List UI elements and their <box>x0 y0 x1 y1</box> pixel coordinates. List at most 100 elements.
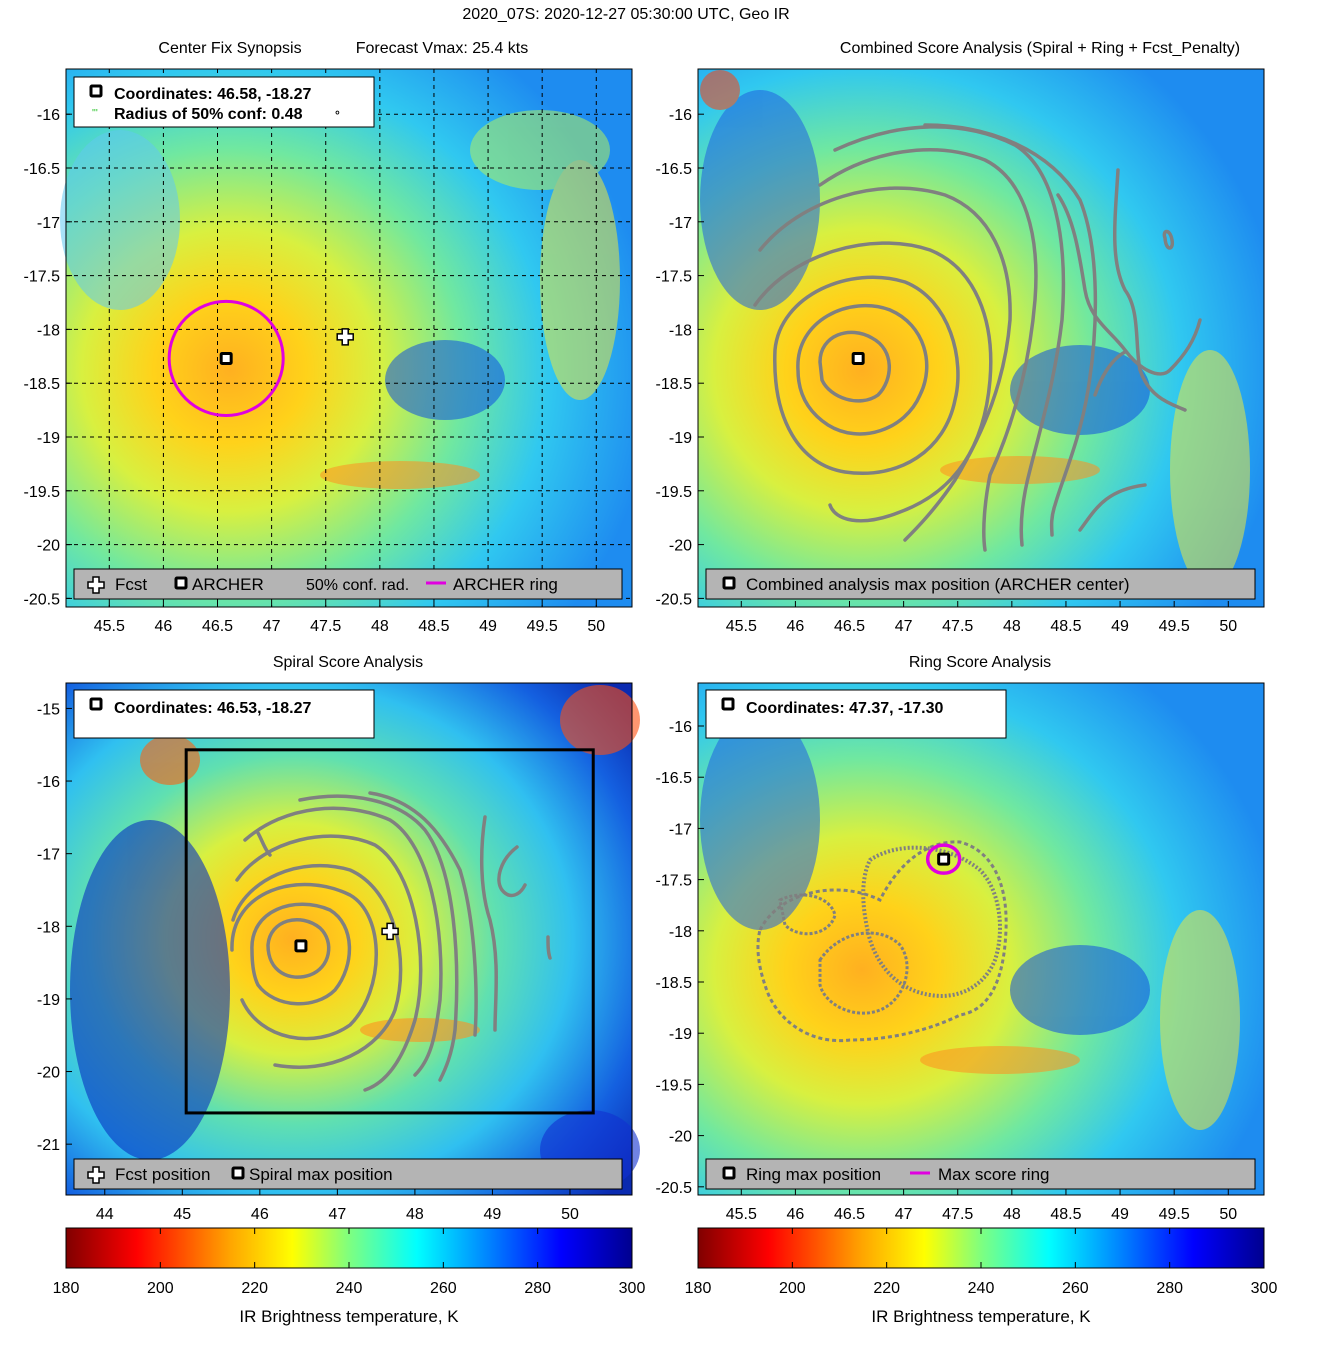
legend-archer-ring: ARCHER ring <box>453 575 558 594</box>
combined-contour <box>758 186 1012 542</box>
ring-xtick-label: 48.5 <box>1050 1206 1081 1223</box>
spiral-ytick-label: -15 <box>37 701 60 718</box>
combined-contour <box>1113 168 1187 412</box>
ring-ytick-label: -19 <box>669 1026 692 1043</box>
combined-ytick-label: -19 <box>669 430 692 447</box>
combined-contour <box>773 275 960 475</box>
spiral-contour <box>230 882 378 1041</box>
ring-xtick-label: 49.5 <box>1159 1206 1190 1223</box>
ring-legend <box>705 1158 1256 1190</box>
spiral-contour <box>497 845 527 898</box>
spiral-frame <box>65 682 633 1196</box>
conf-radius-icon: ''' <box>92 108 98 119</box>
combined-contour <box>818 148 1038 552</box>
ring-ytick-label: -19.5 <box>656 1077 693 1094</box>
combined-max-square <box>851 351 865 365</box>
legend-square-icon <box>722 1166 736 1180</box>
synopsis-degree-symbol: ° <box>335 108 340 122</box>
spiral-score-contours <box>230 791 552 1092</box>
spiral-fcst-plus <box>381 922 399 941</box>
colorbar-tick-label: 300 <box>1251 1280 1278 1297</box>
combined-axis-ticks: 45.5 46 46.5 47 47.5 48 48.5 49 49.5 50 -16 -16.5 -1… <box>656 107 1238 635</box>
synopsis-cloud-bands <box>60 110 620 489</box>
spiral-xtick-label: 49 <box>484 1206 502 1223</box>
ring-ytick-label: -17.5 <box>656 873 693 890</box>
colorbar-right-label: IR Brightness temperature, K <box>871 1307 1091 1326</box>
legend-conf-radius: 50% conf. rad. <box>306 577 409 594</box>
combined-cloud-bands <box>700 70 1250 590</box>
spiral-xtick-label: 44 <box>96 1206 114 1223</box>
ring-xtick-label: 47.5 <box>942 1206 973 1223</box>
synopsis-ytick-label: -18 <box>37 322 60 339</box>
spiral-ytick-label: -21 <box>37 1137 60 1154</box>
legend-square-icon <box>231 1166 245 1180</box>
colorbar-left-label: IR Brightness temperature, K <box>239 1307 459 1326</box>
spiral-contour <box>298 794 459 1082</box>
spiral-xtick-label: 45 <box>173 1206 191 1223</box>
legend-plus-icon <box>87 576 105 594</box>
spiral-xtick-label: 50 <box>561 1206 579 1223</box>
combined-contour <box>1056 193 1202 376</box>
ring-cloud-bands <box>700 710 1240 1130</box>
synopsis-xtick-label: 47.5 <box>310 618 341 635</box>
synopsis-legend <box>73 568 623 600</box>
spiral-max-square <box>294 939 308 953</box>
synopsis-xtick-label: 49.5 <box>527 618 558 635</box>
synopsis-ytick-label: -20 <box>37 538 60 555</box>
spiral-xtick-label: 47 <box>328 1206 346 1223</box>
info-square-icon <box>721 697 735 711</box>
synopsis-ytick-label: -17.5 <box>24 269 61 286</box>
spiral-contour <box>266 918 331 979</box>
ring-title: Ring Score Analysis <box>909 654 1051 671</box>
combined-contour <box>923 123 1098 537</box>
forecast-position-marker <box>336 328 354 346</box>
info-square-icon <box>89 697 103 711</box>
combined-contour <box>1078 483 1147 532</box>
spiral-contour <box>243 806 443 1077</box>
combined-contour <box>1162 229 1175 250</box>
synopsis-xtick-label: 46 <box>155 618 173 635</box>
combined-ytick-label: -17 <box>669 215 692 232</box>
combined-xtick-label: 45.5 <box>726 618 757 635</box>
spiral-contour <box>368 791 478 1037</box>
ring-ytick-label: -18.5 <box>656 975 693 992</box>
combined-xtick-label: 49.5 <box>1159 618 1190 635</box>
colorbar-tick-label: 220 <box>873 1280 900 1297</box>
synopsis-axis-ticks: 45.5 46 46.5 47 47.5 48 48.5 49 49.5 50 -16 -16.5 -1… <box>24 107 606 635</box>
combined-xtick-label: 48 <box>1003 618 1021 635</box>
combined-ytick-label: -19.5 <box>656 484 693 501</box>
spiral-legend <box>73 1158 623 1190</box>
colorbar-tick-label: 220 <box>241 1280 268 1297</box>
synopsis-title: Center Fix Synopsis <box>158 40 301 57</box>
combined-xtick-label: 48.5 <box>1050 618 1081 635</box>
synopsis-info-box <box>73 76 375 128</box>
spiral-contour <box>546 935 552 960</box>
colorbar-tick-label: 200 <box>779 1280 806 1297</box>
combined-ytick-label: -20 <box>669 538 692 555</box>
combined-xtick-label: 46.5 <box>834 618 865 635</box>
colorbar-left-ticks: 180 200 220 240 260 280 300 <box>53 1228 645 1297</box>
combined-contour <box>753 241 993 523</box>
ring-frame <box>697 682 1265 1196</box>
ring-max-square <box>937 852 951 866</box>
spiral-ytick-label: -16 <box>37 774 60 791</box>
synopsis-ytick-label: -19 <box>37 430 60 447</box>
colorbar-tick-label: 180 <box>53 1280 80 1297</box>
synopsis-ytick-label: -19.5 <box>24 484 61 501</box>
colorbar-left-bar <box>65 1227 633 1269</box>
combined-ytick-label: -16 <box>669 107 692 124</box>
colorbar-left: 180 200 220 240 260 280 300 IR Brightness temp… <box>53 1227 645 1326</box>
spiral-search-box <box>184 748 595 1115</box>
synopsis-xtick-label: 47 <box>263 618 281 635</box>
synopsis-ytick-label: -17 <box>37 215 60 232</box>
synopsis-xtick-label: 45.5 <box>94 618 125 635</box>
spiral-cloud-bands <box>70 685 640 1190</box>
synopsis-ytick-label: -20.5 <box>24 591 61 608</box>
colorbar-tick-label: 280 <box>1156 1280 1183 1297</box>
combined-ytick-label: -18 <box>669 322 692 339</box>
max-score-ring <box>925 843 962 875</box>
legend-square-icon <box>722 576 736 590</box>
colorbar-tick-label: 180 <box>685 1280 712 1297</box>
combined-frame <box>697 68 1265 608</box>
legend-plus-icon <box>87 1166 105 1184</box>
